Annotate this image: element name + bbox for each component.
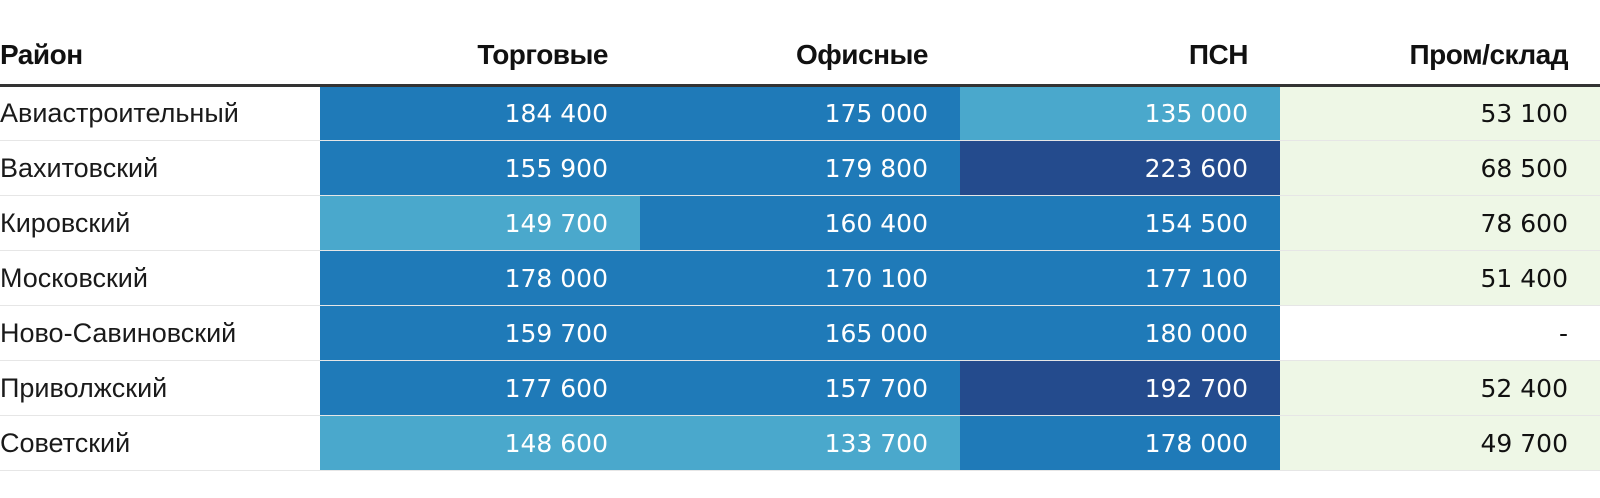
district-name-cell: Приволжский <box>0 360 320 416</box>
value-cell: 157 700 <box>640 360 960 416</box>
value-cell: 159 700 <box>320 305 640 361</box>
table-row: Вахитовский 155 900 179 800 223 600 68 500 <box>0 140 1600 196</box>
table-body: Авиастроительный 184 400 175 000 135 000 53 … <box>0 85 1600 471</box>
column-header-2: Офисные <box>640 26 960 87</box>
table-row: Ново-Савиновский 159 700 165 000 180 000- <box>0 305 1600 361</box>
table-row: Советский 148 600 133 700 178 000 49 700 <box>0 415 1600 471</box>
column-header-4: Пром/склад <box>1280 26 1600 87</box>
table-row: Авиастроительный 184 400 175 000 135 000 53 … <box>0 85 1600 141</box>
table-row: Московский 178 000 170 100 177 100 51 400 <box>0 250 1600 306</box>
value-cell: 155 900 <box>320 140 640 196</box>
value-cell: 149 700 <box>320 195 640 251</box>
district-name-cell: Авиастроительный <box>0 85 320 141</box>
value-cell: 175 000 <box>640 85 960 141</box>
value-cell: 78 600 <box>1280 195 1600 251</box>
heatmap-table: Район Торговые Офисные ПСН Пром/склад Авиаст… <box>0 26 1600 471</box>
header-row: Район Торговые Офисные ПСН Пром/склад <box>0 26 1600 87</box>
value-cell: - <box>1280 305 1600 361</box>
column-header-1: Торговые <box>320 26 640 87</box>
value-cell: 154 500 <box>960 195 1280 251</box>
value-cell: 133 700 <box>640 415 960 471</box>
heatmap-table-container: Район Торговые Офисные ПСН Пром/склад Авиаст… <box>0 26 1600 471</box>
value-cell: 223 600 <box>960 140 1280 196</box>
district-name-cell: Советский <box>0 415 320 471</box>
value-cell: 177 600 <box>320 360 640 416</box>
district-name-cell: Кировский <box>0 195 320 251</box>
value-cell: 160 400 <box>640 195 960 251</box>
value-cell: 135 000 <box>960 85 1280 141</box>
value-cell: 179 800 <box>640 140 960 196</box>
value-cell: 49 700 <box>1280 415 1600 471</box>
value-cell: 180 000 <box>960 305 1280 361</box>
value-cell: 68 500 <box>1280 140 1600 196</box>
value-cell: 53 100 <box>1280 85 1600 141</box>
value-cell: 192 700 <box>960 360 1280 416</box>
table-row: Приволжский 177 600 157 700 192 700 52 400 <box>0 360 1600 416</box>
value-cell: 177 100 <box>960 250 1280 306</box>
district-name-cell: Ново-Савиновский <box>0 305 320 361</box>
district-name-cell: Вахитовский <box>0 140 320 196</box>
value-cell: 148 600 <box>320 415 640 471</box>
value-cell: 184 400 <box>320 85 640 141</box>
table-row: Кировский 149 700 160 400 154 500 78 600 <box>0 195 1600 251</box>
column-header-3: ПСН <box>960 26 1280 87</box>
column-header-0: Район <box>0 26 320 87</box>
value-cell: 51 400 <box>1280 250 1600 306</box>
value-cell: 170 100 <box>640 250 960 306</box>
district-name-cell: Московский <box>0 250 320 306</box>
value-cell: 52 400 <box>1280 360 1600 416</box>
value-cell: 178 000 <box>320 250 640 306</box>
value-cell: 178 000 <box>960 415 1280 471</box>
value-cell: 165 000 <box>640 305 960 361</box>
